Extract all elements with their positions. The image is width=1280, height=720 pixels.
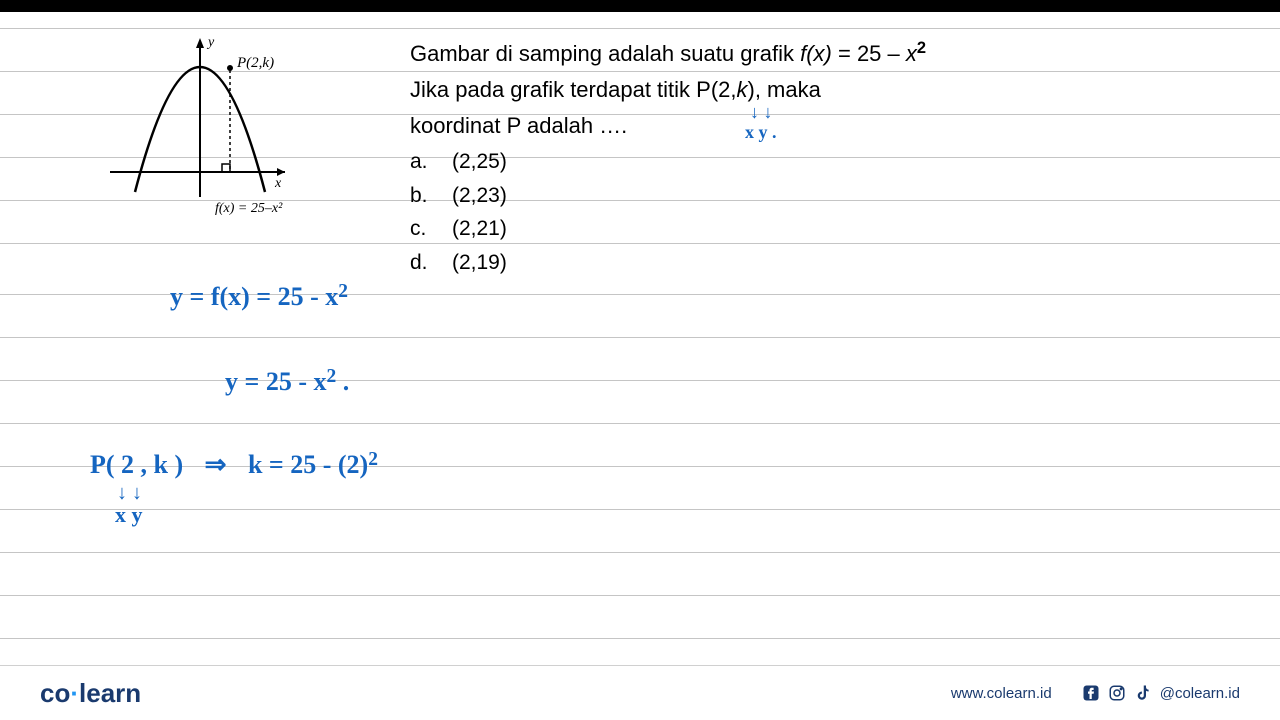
hw-xy-inline: x y .: [745, 119, 777, 146]
option-a: a. (2,25): [410, 146, 926, 178]
opt-c-label: c.: [410, 213, 430, 245]
opt-d-label: d.: [410, 247, 430, 279]
option-d: d. (2,19): [410, 247, 926, 279]
q-text-2a: Jika pada grafik terdapat titik P(2,: [410, 77, 737, 102]
q-text-1d: x: [906, 41, 917, 66]
q-text-3: koordinat P adalah ….: [410, 113, 627, 138]
q-text-1a: Gambar di samping adalah suatu grafik: [410, 41, 800, 66]
tiktok-icon: [1134, 684, 1152, 702]
q-text-2b: k: [737, 77, 748, 102]
opt-a-value: (2,25): [452, 146, 507, 178]
footer-url: www.colearn.id: [951, 685, 1052, 702]
logo-dot: ·: [70, 678, 79, 708]
svg-text:x: x: [274, 176, 282, 191]
question-line-3: koordinat P adalah …. ↓ ↓ x y .: [410, 109, 926, 142]
hw1-text: y = f(x) = 25 - x: [170, 282, 338, 311]
svg-text:y: y: [206, 35, 215, 50]
hw3-b: k = 25 - (2): [248, 450, 368, 479]
hw3-arrow: ⇒: [205, 450, 227, 479]
footer-right: www.colearn.id @colearn.id: [951, 684, 1240, 702]
footer-handle: @colearn.id: [1160, 685, 1240, 702]
instagram-icon: [1108, 684, 1126, 702]
handwriting-line-3: P( 2 , k ) ⇒ k = 25 - (2)2: [90, 450, 378, 480]
hw2-period: .: [336, 367, 349, 396]
facebook-icon: [1082, 684, 1100, 702]
opt-d-value: (2,19): [452, 247, 507, 279]
option-b: b. (2,23): [410, 180, 926, 212]
footer: co·learn www.colearn.id @colearn.id: [0, 665, 1280, 720]
svg-text:P(2,k): P(2,k): [236, 55, 274, 71]
top-section: y x P(2,k) f(x) = 25–x² Gambar di sampin…: [50, 32, 1230, 280]
opt-b-label: b.: [410, 180, 430, 212]
hw3-exp: 2: [368, 449, 378, 470]
hw2-text: y = 25 - x: [225, 367, 326, 396]
handwriting-line-1: y = f(x) = 25 - x2: [170, 282, 348, 312]
colearn-logo: co·learn: [40, 678, 141, 709]
hw3-a: P( 2 , k ): [90, 450, 183, 479]
opt-a-label: a.: [410, 146, 430, 178]
answer-options: a. (2,25) b. (2,23) c. (2,21) d. (2,19): [410, 146, 926, 278]
question-line-2: Jika pada grafik terdapat titik P(2,k), …: [410, 73, 926, 106]
hw-xy-text: x y: [115, 502, 143, 527]
main-content: y x P(2,k) f(x) = 25–x² Gambar di sampin…: [0, 12, 1280, 665]
handwriting-line-2: y = 25 - x2 .: [225, 367, 349, 397]
q-text-1b: f(x): [800, 41, 832, 66]
opt-c-value: (2,21): [452, 213, 507, 245]
svg-text:f(x) = 25–x²: f(x) = 25–x²: [215, 201, 283, 216]
question-text: Gambar di samping adalah suatu grafik f(…: [410, 32, 926, 280]
q-text-1c: = 25 –: [832, 41, 906, 66]
logo-learn: learn: [79, 678, 141, 708]
handwriting-xy-below: x y: [115, 502, 143, 528]
option-c: c. (2,21): [410, 213, 926, 245]
parabola-graph: y x P(2,k) f(x) = 25–x²: [100, 32, 300, 232]
exponent-2: 2: [917, 39, 926, 57]
hw-arrows-text: ↓ ↓: [117, 482, 142, 504]
hw2-exp: 2: [326, 366, 336, 387]
hw1-exp: 2: [338, 281, 348, 302]
social-icons: @colearn.id: [1082, 684, 1240, 702]
question-line-1: Gambar di samping adalah suatu grafik f(…: [410, 37, 926, 70]
logo-co: co: [40, 678, 70, 708]
opt-b-value: (2,23): [452, 180, 507, 212]
